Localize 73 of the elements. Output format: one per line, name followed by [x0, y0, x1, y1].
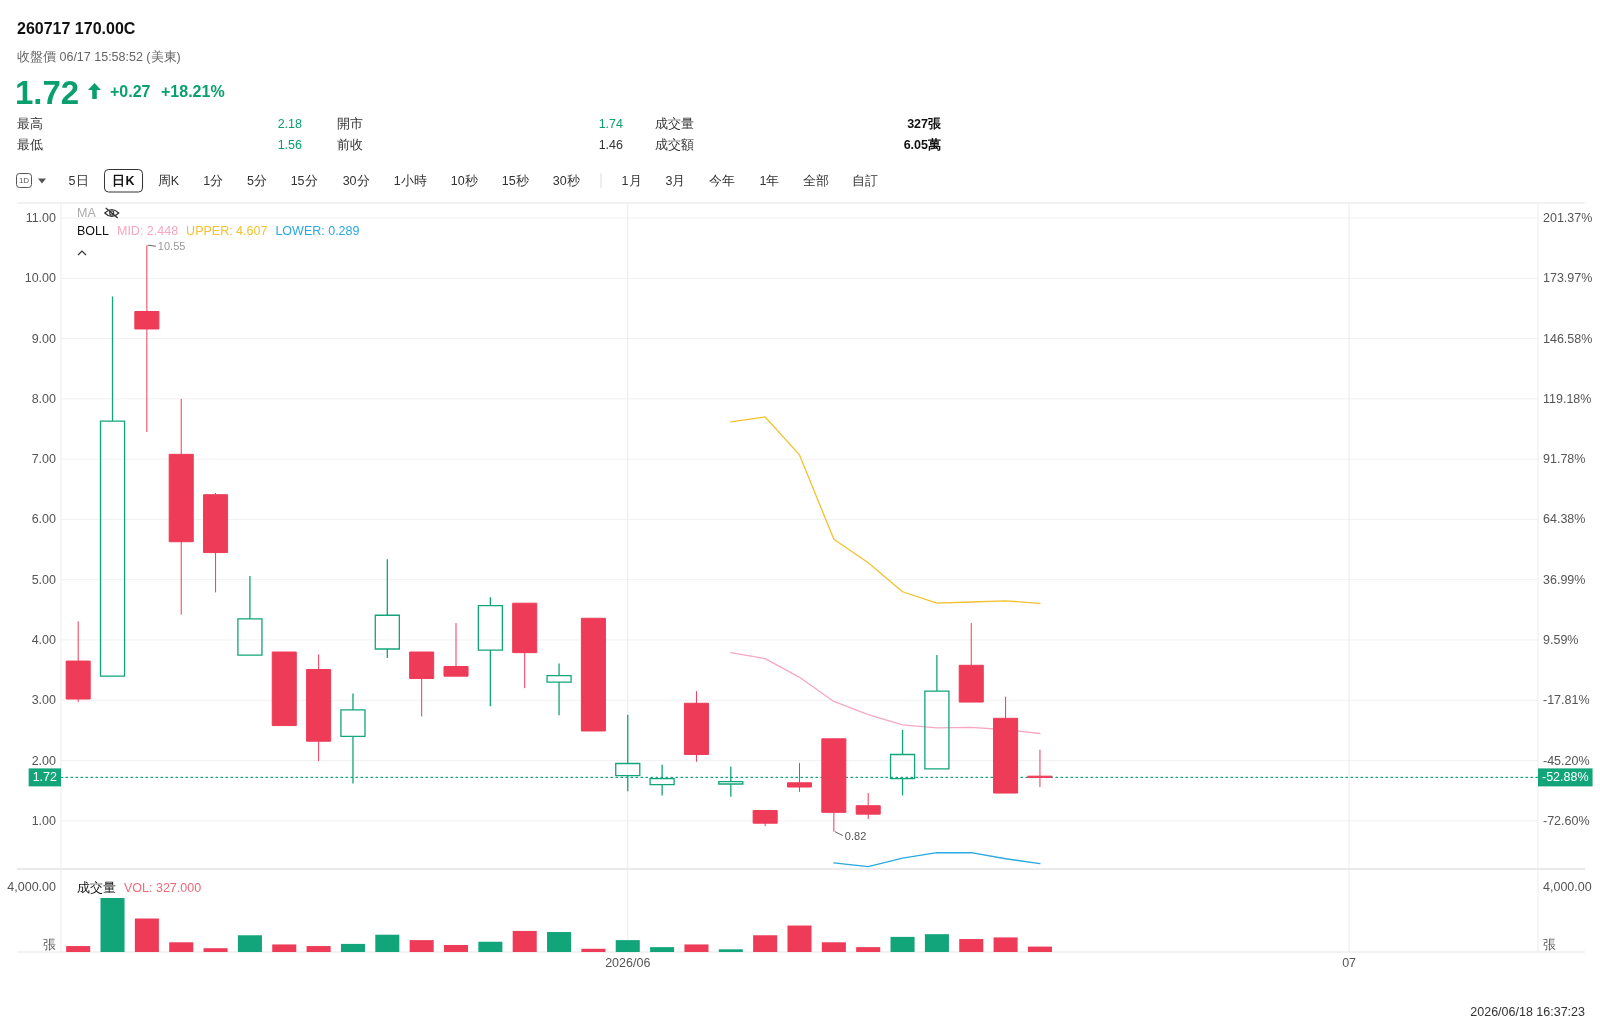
text: 全部 — [803, 173, 830, 188]
y2-tick-label: 9.59% — [1543, 632, 1579, 647]
y-tick-label: 6.00 — [31, 512, 57, 527]
y-tick-label: 7.00 — [31, 452, 57, 467]
x-tick-label: 2026/06 — [605, 956, 651, 970]
y-tick-label: 8.00 — [31, 391, 57, 406]
text: 6.05萬 — [903, 138, 941, 152]
text: 1年 — [759, 173, 780, 188]
y-tick-label: 1.00 — [31, 813, 57, 828]
legend: BOLL MID: 2.448 UPPER: 4.607 LOWER: 0.289 — [77, 224, 360, 238]
text: 最低 — [17, 138, 43, 152]
text: 327張 — [907, 117, 942, 131]
text: 今年 — [709, 173, 736, 188]
control: 1D — [16, 173, 32, 188]
text: 15分 — [290, 173, 318, 188]
y-tick-label: 5.00 — [31, 572, 57, 587]
y2-tick-label: 173.97% — [1543, 271, 1593, 286]
y-tick-label: 11.00 — [25, 211, 57, 226]
text: 成交量 — [655, 116, 694, 131]
text: 最高 — [17, 116, 43, 131]
y2-tick-label: 146.58% — [1543, 331, 1593, 346]
text: +0.27 — [110, 82, 151, 100]
y2-tick-label: -17.81% — [1543, 693, 1590, 708]
y2-tick-label: 36.99% — [1543, 572, 1586, 587]
text: +18.21% — [161, 82, 225, 100]
text: 260717 170.00C — [17, 19, 136, 37]
y2-tick-label: 91.78% — [1543, 452, 1586, 467]
text: 1.46 — [598, 138, 624, 152]
annotation: 10.55 — [157, 240, 186, 253]
text: 1.72 — [15, 73, 80, 111]
text: 1小時 — [393, 173, 427, 188]
text: 10秒 — [450, 173, 478, 188]
y-axis-title: 張 — [43, 938, 56, 952]
ref-line-label: 1.72 — [32, 770, 58, 785]
y2-tick-label: 119.18% — [1543, 391, 1592, 406]
text: 1月 — [621, 173, 642, 188]
y-tick-label: 2.00 — [31, 753, 57, 768]
text: 前收 — [337, 138, 363, 152]
text: 30秒 — [552, 173, 580, 188]
x-tick-label: 07 — [1342, 956, 1357, 970]
text: 自訂 — [852, 173, 879, 188]
text: 1.74 — [598, 117, 624, 131]
y2-tick-label: -72.60% — [1543, 813, 1590, 828]
y2-tick-label: 201.37% — [1543, 211, 1593, 226]
text: 5日 — [68, 173, 89, 188]
y-tick-label: 10.00 — [24, 271, 57, 286]
chart-title: 成交量 — [77, 880, 116, 895]
text: 2026/06/18 16:37:23 — [1470, 1005, 1586, 1019]
y-tick-label: 4.00 — [31, 632, 57, 647]
text: 日K — [112, 173, 135, 188]
y2-tick-label: 64.38% — [1543, 512, 1586, 527]
annotation: 0.82 — [844, 829, 867, 842]
note: 10.55 — [147, 240, 186, 253]
y2-axis-title: 張 — [1543, 938, 1556, 952]
text: VOL: 327.000 — [124, 881, 202, 895]
text: 5分 — [247, 173, 268, 188]
y-tick-label: 3.00 — [31, 693, 57, 708]
text: 1.56 — [277, 138, 303, 152]
text: 1分 — [203, 173, 224, 188]
y-tick-label: 9.00 — [31, 331, 57, 346]
y2-tick-label: -45.20% — [1543, 753, 1590, 768]
text: 開市 — [337, 117, 363, 131]
text: 周K — [157, 173, 180, 188]
annotation: MA — [77, 206, 97, 220]
text: 4,000.00 — [7, 880, 57, 894]
text: 成交額 — [655, 137, 694, 152]
text: 4,000.00 — [1543, 880, 1592, 894]
text: 收盤價 06/17 15:58:52 (美東) — [17, 49, 181, 64]
note: 0.82 — [834, 829, 867, 842]
text: 15秒 — [501, 173, 529, 188]
text: 3月 — [665, 173, 686, 188]
text: 30分 — [342, 173, 370, 188]
text: 2.18 — [277, 117, 303, 131]
